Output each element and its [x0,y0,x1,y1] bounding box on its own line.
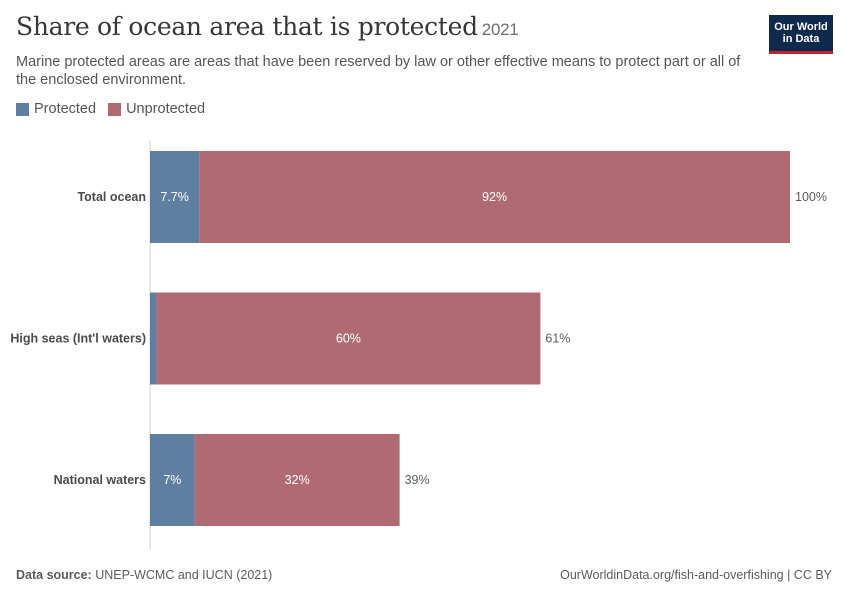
legend-label-protected: Protected [34,101,97,117]
legend-swatch-protected [16,102,29,116]
legend: Protected Unprotected [16,101,205,117]
chart-year: 2021 [481,20,519,39]
bar-label-national-waters-protected: 7% [163,473,181,487]
category-label-high-seas-int-l-waters: High seas (Int'l waters) [10,332,146,346]
owid-logo[interactable]: Our World in Data [769,15,833,54]
bar-high-seas-int-l-waters-unprotected [156,292,541,385]
data-source: Data source: UNEP-WCMC and IUCN (2021) [16,568,272,582]
bar-label-national-waters-unprotected: 32% [285,473,310,487]
category-label-total-ocean: Total ocean [77,190,146,204]
data-source-text[interactable]: UNEP-WCMC and IUCN (2021) [95,568,273,582]
bar-chart: Total ocean 7.7% 92% 100% High seas (Int'l w… [10,140,827,550]
bar-label-total-ocean-protected: 7.7% [160,190,189,204]
chart-subtitle: Marine protected areas are areas that ha… [16,54,741,88]
legend-swatch-unprotected [108,102,122,116]
bar-national-waters-unprotected [194,434,400,526]
footer-url[interactable]: OurWorldinData.org/fish-and-overfishing … [560,568,832,582]
total-label-national-waters: 39% [405,473,430,487]
total-label-total-ocean: 100% [795,190,827,204]
bar-label-high-seas-int-l-waters-unprotected: 60% [336,332,361,346]
bar-total-ocean-protected [150,151,200,243]
legend-item-protected[interactable]: Protected [16,101,96,117]
legend-label-unprotected: Unprotected [126,101,206,117]
chart-title: Share of ocean area that is protected 202… [16,12,519,41]
logo-line-2: in Data [782,33,820,45]
legend-item-unprotected[interactable]: Unprotected [108,101,205,117]
bar-label-total-ocean-unprotected: 92% [482,190,507,204]
bar-national-waters-protected [150,434,195,526]
total-label-high-seas-int-l-waters: 61% [545,332,570,346]
footer: Data source: UNEP-WCMC and IUCN (2021) O… [16,568,832,582]
bar-total-ocean-unprotected [199,151,790,243]
category-label-national-waters: National waters [54,473,146,487]
chart-title-text: Share of ocean area that is protected [16,12,478,41]
bar-high-seas-int-l-waters-protected [150,292,157,385]
data-source-label: Data source: [16,568,92,582]
logo-line-1: Our World [774,21,828,33]
